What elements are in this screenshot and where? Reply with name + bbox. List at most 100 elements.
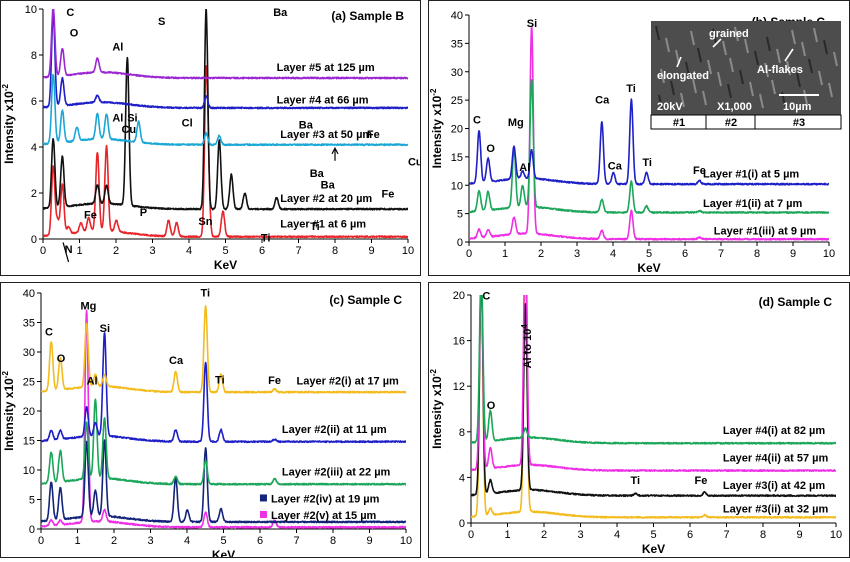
y-axis-label: Intensity x10-2 [1,371,16,451]
legend-label: Layer #2(v) at 15 µm [271,510,377,522]
sem-texture [823,39,828,55]
chart-title: (d) Sample C [759,295,833,309]
legend-label: Layer #2 at 20 µm [280,193,372,205]
peak-label: O [57,353,66,365]
sem-texture [803,89,808,105]
x-axis-label: KeV [642,542,665,556]
x-tick-label: 9 [796,529,802,541]
y-tick-label: 20 [23,406,35,418]
y-tick-label: 16 [453,336,465,348]
sem-texture [680,92,685,108]
peak-label: Ca [169,355,184,367]
x-tick-label: 9 [366,535,372,547]
peak-label: Si [100,323,110,335]
x-tick-label: 5 [222,245,228,257]
x-tick-label: 10 [400,535,412,547]
inset-region-2: #2 [725,117,737,129]
x-tick-label: 2 [541,529,547,541]
x-tick-label: 7 [293,535,299,547]
x-tick-label: 2 [111,535,117,547]
x-tick-label: 7 [718,248,724,260]
sem-texture [808,58,813,74]
peak-label: Ti [642,157,652,169]
x-tick-label: 3 [574,248,580,260]
sem-texture [727,83,732,99]
peak-label: C [45,326,53,338]
y-tick-label: 10 [451,180,463,192]
sem-texture [658,94,663,110]
x-tick-label: 8 [760,529,766,541]
legend-label: Layer #1(ii) at 7 µm [703,198,802,210]
sem-texture [655,25,660,41]
panel-d: 0 1 2 3 4 5 6 7 8 9 10 0 4 8 12 16 20 KeV Intensity x10-2(… [428,282,850,558]
peak-label: Cl [182,117,193,129]
peak-label: Cu [121,124,136,136]
x-tick-label: 5 [220,535,226,547]
peak-label: Ti [215,374,225,386]
peak-label: Ti [626,83,636,95]
y-tick-label: 25 [23,377,35,389]
inset-region-3: #3 [793,117,805,129]
y-tick-label: 10 [23,465,35,477]
sem-texture [759,93,764,109]
chart-c: 0 1 2 3 4 5 6 7 8 9 10 0 5 10 15 20 25 30 35 40 KeV Intensity… [1,288,412,562]
peak-label: Fe [367,129,380,141]
series-line [41,398,406,486]
peak-label: Fe [695,475,708,487]
peak-label: O [70,28,79,40]
inset-al-flakes: Al-flakes [757,64,803,76]
peak-label: Ti [310,221,320,233]
x-tick-label: 10 [402,245,414,257]
y-tick-label: 6 [31,96,37,108]
spectra [469,25,829,241]
y-axis-label: Intensity x10-2 [429,88,444,168]
peak-label: Ti [200,288,210,300]
legend-label: Layer #1 at 6 µm [280,219,366,231]
y-tick-label: 25 [451,95,463,107]
sem-texture [828,82,833,98]
y-tick-label: 8 [459,427,465,439]
x-tick-label: 8 [330,535,336,547]
y-tick-label: 4 [31,142,37,154]
x-tick-label: 1 [504,529,510,541]
x-tick-label: 4 [186,245,192,257]
sem-texture [739,69,744,85]
x-tick-label: 1 [502,248,508,260]
inset-arrow [712,38,722,48]
sem-texture [791,29,796,45]
x-tick-label: 5 [646,248,652,260]
x-tick-label: 8 [754,248,760,260]
y-tick-label: 30 [23,347,35,359]
y-axis-label: Intensity x10-2 [429,369,444,449]
x-axis-label: KeV [212,548,235,557]
x-tick-label: 0 [466,248,472,260]
y-tick-label: 12 [453,381,465,393]
x-axis-label: KeV [214,258,237,272]
peak-label: Ca [608,160,623,172]
sem-texture [796,72,801,88]
y-tick-label: 20 [453,290,465,302]
peak-label: Fe [382,189,395,201]
legend-label: Layer #5 at 125 µm [277,62,375,74]
y-tick-label: 40 [451,10,463,22]
sem-texture [670,80,675,96]
sem-texture [692,78,697,94]
series-line [43,9,408,211]
x-tick-label: 9 [368,245,374,257]
peak-label: C [473,114,481,126]
sem-texture [766,36,771,52]
sem-inset: grained elongated Al-flakes 20kV X1,000 10µm #… [650,21,842,130]
y-tick-label: 35 [451,38,463,50]
y-tick-label: 40 [23,288,35,300]
legend-label: Layer #2(i) at 17 µm [297,375,400,387]
sem-texture [754,50,759,66]
chart-title: (a) Sample B [331,9,404,23]
peak-label: Ba [273,7,288,19]
rotated-note: Al to 104 [520,324,534,369]
chart-a: 0 1 2 3 4 5 6 7 8 9 10 0 2 4 6 8 10 KeV Intensity x10-2 (a)… [1,4,423,272]
y-tick-label: 0 [29,524,35,536]
peak-label: P [140,207,147,219]
x-tick-label: 7 [723,529,729,541]
sem-texture [717,71,722,87]
x-tick-label: 3 [147,535,153,547]
